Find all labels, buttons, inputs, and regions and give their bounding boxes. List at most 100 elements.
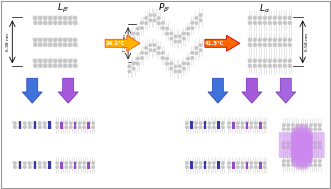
Circle shape (60, 121, 64, 125)
Circle shape (153, 18, 157, 22)
Circle shape (194, 46, 198, 50)
Circle shape (254, 161, 258, 165)
Circle shape (148, 43, 152, 47)
Circle shape (318, 123, 322, 127)
Circle shape (254, 165, 258, 169)
Circle shape (216, 165, 220, 169)
Circle shape (262, 64, 267, 68)
Circle shape (64, 121, 68, 125)
Circle shape (38, 21, 42, 25)
Text: $P_{\beta'}$: $P_{\beta'}$ (159, 2, 171, 15)
Circle shape (216, 125, 220, 129)
Circle shape (231, 161, 235, 165)
Circle shape (286, 123, 290, 127)
Circle shape (144, 21, 148, 25)
Circle shape (140, 26, 144, 30)
Circle shape (259, 165, 262, 169)
Circle shape (240, 165, 244, 169)
Bar (217, 161, 220, 169)
Circle shape (231, 121, 235, 125)
Circle shape (23, 161, 27, 165)
Circle shape (313, 159, 317, 163)
Circle shape (178, 34, 182, 38)
Circle shape (68, 43, 72, 47)
Circle shape (82, 121, 86, 125)
Circle shape (190, 121, 193, 125)
Circle shape (236, 161, 240, 165)
Circle shape (313, 163, 317, 167)
Circle shape (153, 13, 157, 17)
Circle shape (194, 121, 198, 125)
Circle shape (295, 145, 299, 149)
Circle shape (157, 46, 161, 50)
Circle shape (186, 62, 190, 66)
Circle shape (221, 165, 225, 169)
Circle shape (178, 64, 182, 68)
Circle shape (33, 43, 37, 47)
Circle shape (43, 38, 47, 42)
Circle shape (262, 16, 267, 20)
Circle shape (267, 38, 272, 42)
Circle shape (33, 21, 37, 25)
Circle shape (291, 124, 313, 146)
Bar (61, 122, 63, 129)
Circle shape (291, 123, 295, 127)
Text: $L_{\alpha}$: $L_{\alpha}$ (259, 2, 270, 15)
Circle shape (43, 43, 47, 47)
Circle shape (148, 48, 152, 52)
Circle shape (199, 161, 202, 165)
Circle shape (295, 141, 299, 145)
Bar (61, 162, 63, 169)
Circle shape (248, 43, 252, 47)
Circle shape (273, 43, 277, 47)
Circle shape (273, 38, 277, 42)
Circle shape (38, 38, 42, 42)
Circle shape (58, 59, 63, 63)
Circle shape (199, 125, 202, 129)
Polygon shape (242, 78, 262, 103)
Circle shape (78, 165, 81, 169)
Circle shape (199, 43, 203, 47)
Circle shape (267, 16, 272, 20)
Circle shape (273, 59, 277, 63)
Circle shape (43, 59, 47, 63)
Circle shape (144, 16, 148, 20)
Circle shape (286, 163, 290, 167)
Circle shape (283, 64, 287, 68)
Circle shape (282, 127, 286, 131)
Circle shape (304, 127, 308, 131)
Circle shape (178, 69, 182, 73)
Bar (87, 162, 90, 169)
Circle shape (48, 125, 52, 129)
Circle shape (48, 121, 52, 125)
Circle shape (208, 125, 211, 129)
Circle shape (63, 21, 68, 25)
Circle shape (291, 140, 313, 162)
Circle shape (68, 59, 72, 63)
Circle shape (291, 144, 313, 166)
Circle shape (60, 161, 64, 165)
Bar (19, 161, 21, 169)
Text: 6.38 nm: 6.38 nm (6, 33, 10, 51)
Circle shape (259, 121, 262, 125)
Circle shape (282, 145, 286, 149)
Circle shape (161, 56, 165, 60)
Circle shape (18, 121, 22, 125)
Circle shape (227, 121, 231, 125)
Circle shape (63, 59, 68, 63)
Circle shape (43, 64, 47, 68)
Circle shape (48, 43, 52, 47)
Circle shape (291, 138, 313, 160)
Circle shape (253, 16, 257, 20)
Circle shape (127, 64, 131, 68)
Circle shape (87, 161, 91, 165)
Circle shape (199, 13, 203, 17)
Circle shape (253, 38, 257, 42)
Circle shape (190, 125, 193, 129)
Circle shape (18, 161, 22, 165)
Circle shape (186, 32, 190, 36)
Circle shape (254, 125, 258, 129)
Circle shape (68, 16, 72, 20)
Circle shape (38, 161, 42, 165)
Circle shape (73, 64, 77, 68)
